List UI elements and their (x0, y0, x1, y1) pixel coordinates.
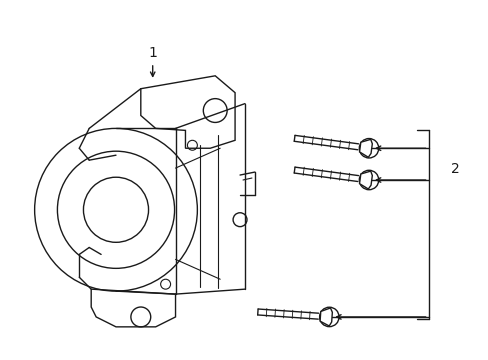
Polygon shape (320, 308, 332, 326)
Polygon shape (141, 76, 235, 148)
Polygon shape (91, 289, 175, 327)
Polygon shape (359, 139, 371, 157)
Text: 2: 2 (450, 162, 459, 176)
Text: 1: 1 (148, 46, 157, 60)
Polygon shape (359, 171, 371, 189)
